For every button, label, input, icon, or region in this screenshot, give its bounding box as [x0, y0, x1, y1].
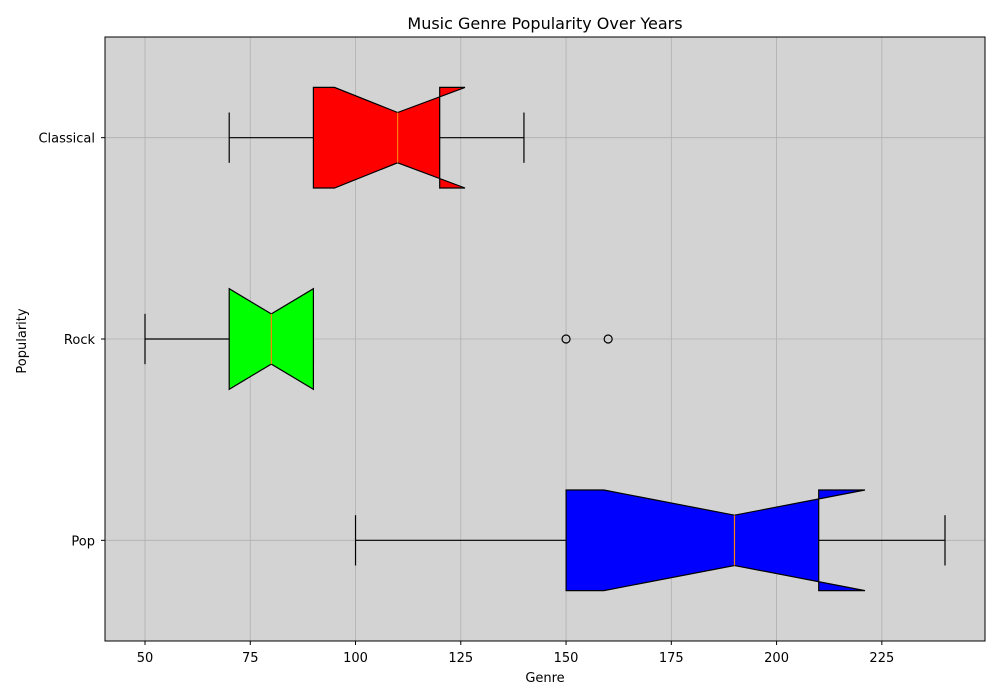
x-tick-label: 175 [659, 651, 684, 666]
x-tick-label: 50 [137, 651, 154, 666]
x-tick-label: 100 [343, 651, 368, 666]
box-classical [228, 86, 525, 189]
outlier-point [603, 334, 613, 344]
box-body [312, 86, 466, 189]
y-tick-label: Rock [64, 333, 96, 348]
axes: 50 75 100 125 150 175 200 225 Pop Rock Classical [38, 132, 894, 666]
x-tick-label: 150 [554, 651, 579, 666]
x-tick-label: 200 [764, 651, 789, 666]
x-axis-label: Genre [525, 671, 564, 686]
x-tick-label: 125 [448, 651, 473, 666]
x-tick-label: 225 [869, 651, 894, 666]
y-axis-label: Popularity [15, 308, 30, 373]
y-tick-label: Pop [71, 534, 95, 549]
box-body [565, 489, 866, 592]
y-tick-label: Classical [38, 132, 95, 147]
box-pop [354, 489, 946, 592]
chart-title: Music Genre Popularity Over Years [407, 14, 682, 33]
boxes [144, 86, 946, 592]
x-tick-label: 75 [242, 651, 259, 666]
outlier-point [561, 334, 571, 344]
box-rock [144, 287, 613, 391]
